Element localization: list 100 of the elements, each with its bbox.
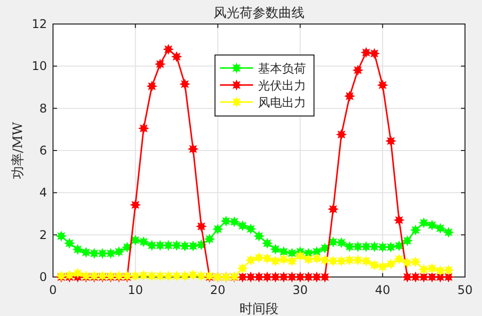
point	[114, 247, 124, 256]
point	[361, 48, 371, 58]
point	[155, 59, 165, 69]
point	[147, 82, 157, 91]
x-tick-label: 40	[374, 283, 390, 297]
x-tick-label: 20	[210, 283, 226, 297]
point	[164, 44, 174, 54]
point	[64, 238, 74, 248]
point	[270, 244, 280, 254]
point	[138, 270, 148, 280]
y-tick-label: 0	[39, 270, 47, 284]
point	[279, 247, 288, 256]
point	[130, 235, 140, 245]
point	[172, 240, 182, 250]
y-tick-label: 2	[39, 228, 47, 242]
point	[427, 220, 437, 230]
point	[328, 256, 338, 266]
point	[287, 256, 297, 266]
point	[180, 79, 190, 89]
point	[344, 255, 354, 265]
point	[254, 272, 264, 282]
point	[328, 204, 338, 214]
point	[353, 255, 363, 265]
point	[196, 222, 206, 232]
point	[296, 272, 305, 282]
point	[138, 237, 148, 246]
point	[427, 264, 437, 274]
point	[436, 266, 445, 276]
point	[410, 272, 420, 282]
point	[402, 272, 412, 282]
point	[164, 240, 174, 250]
chart-title: 风光荷参数曲线	[214, 6, 304, 21]
point	[262, 254, 272, 264]
point	[410, 257, 420, 267]
point	[320, 255, 330, 265]
y-tick-label: 10	[32, 59, 47, 74]
point	[386, 242, 396, 252]
point	[410, 225, 420, 235]
point	[361, 256, 371, 266]
point	[106, 248, 116, 258]
point	[353, 242, 363, 252]
point	[287, 248, 297, 258]
point	[344, 242, 354, 252]
point	[328, 237, 338, 247]
legend-label: 基本负荷	[258, 62, 306, 76]
point	[180, 271, 190, 281]
y-tick-label: 8	[39, 101, 47, 116]
point	[378, 242, 388, 252]
x-tick-label: 50	[457, 283, 473, 297]
point	[196, 271, 206, 281]
point	[336, 238, 346, 248]
point	[138, 124, 148, 134]
point	[394, 241, 404, 250]
point	[394, 254, 404, 264]
point	[73, 244, 82, 254]
point	[238, 272, 248, 282]
point	[336, 256, 346, 266]
point	[90, 248, 99, 258]
point	[188, 270, 198, 280]
point	[147, 240, 157, 250]
point	[73, 268, 82, 278]
y-tick-label: 12	[32, 17, 47, 31]
point	[246, 272, 256, 282]
point	[147, 271, 157, 281]
point	[419, 272, 428, 282]
point	[204, 234, 214, 244]
point	[122, 242, 132, 252]
point	[130, 200, 140, 210]
point	[155, 271, 165, 281]
point	[386, 259, 396, 269]
point	[304, 272, 314, 282]
point	[262, 272, 272, 282]
point	[188, 241, 198, 251]
point	[361, 242, 371, 252]
point	[370, 242, 380, 252]
point	[254, 252, 264, 262]
point	[320, 272, 330, 282]
point	[164, 271, 174, 281]
point	[419, 264, 428, 274]
point	[394, 215, 404, 225]
point	[270, 256, 280, 266]
point	[344, 91, 354, 101]
x-tick-label: 10	[128, 283, 144, 297]
point	[279, 272, 288, 282]
point	[238, 264, 248, 274]
point	[402, 236, 412, 246]
point	[130, 271, 140, 281]
point	[312, 272, 322, 282]
point	[304, 254, 314, 264]
legend-label: 风电出力	[258, 96, 306, 110]
point	[172, 52, 182, 62]
point	[81, 248, 91, 258]
point	[213, 224, 222, 234]
point	[312, 254, 322, 264]
point	[56, 231, 66, 241]
point	[262, 238, 272, 248]
point	[370, 260, 380, 270]
point	[436, 224, 445, 233]
point	[336, 130, 346, 140]
x-tick-label: 30	[292, 283, 308, 297]
